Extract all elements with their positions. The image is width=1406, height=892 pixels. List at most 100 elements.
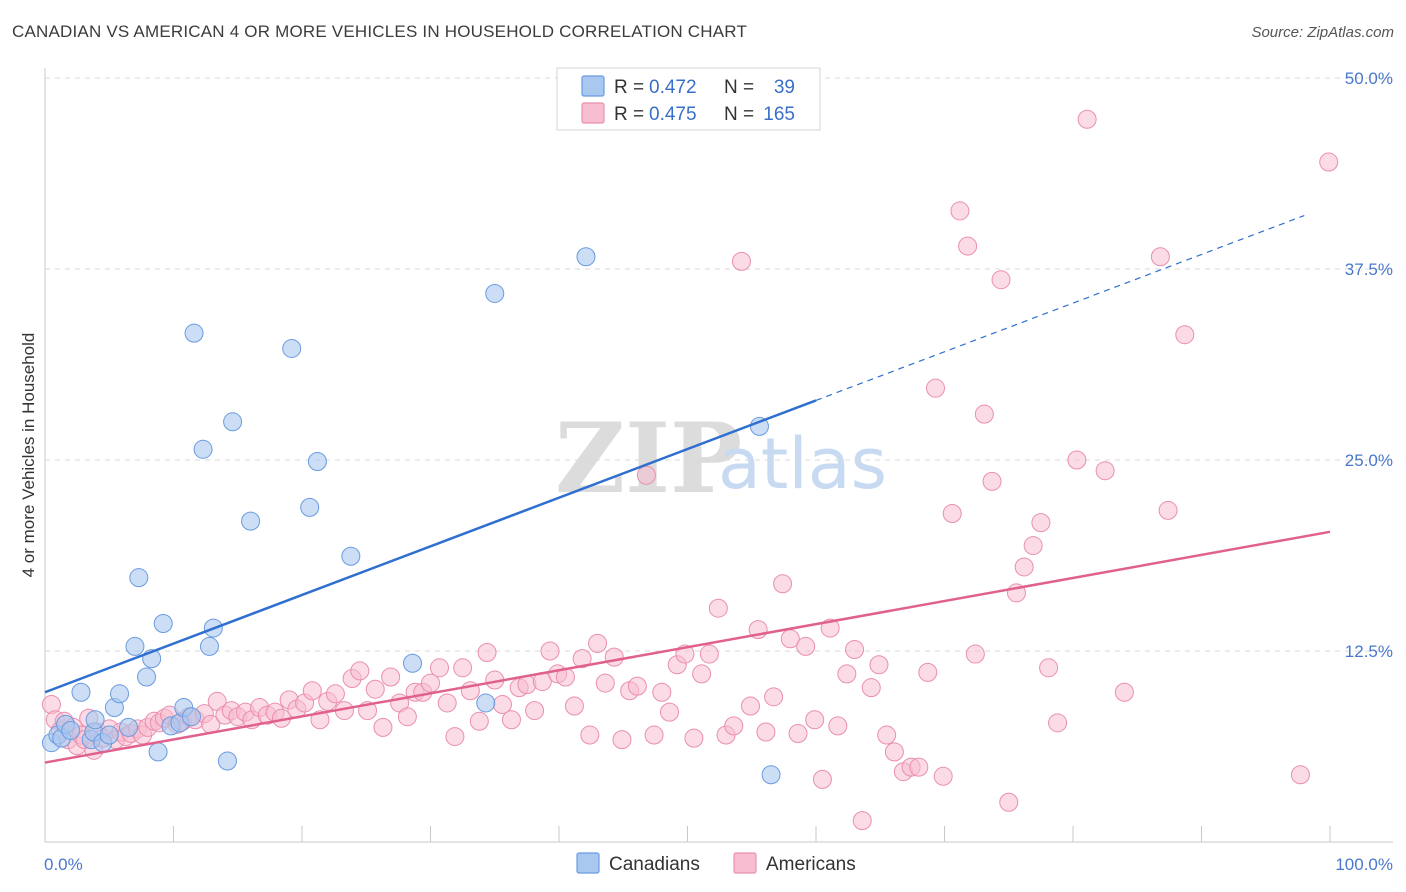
americans-point: [1067, 450, 1087, 470]
americans-point: [708, 598, 728, 618]
legend-n-value-americans: 165: [763, 104, 795, 125]
americans-point: [958, 236, 978, 256]
americans-point: [325, 684, 345, 704]
americans-point: [1095, 461, 1115, 481]
americans-point: [950, 201, 970, 221]
americans-point: [999, 792, 1019, 812]
legend-n-label-americans: N =: [724, 104, 754, 125]
canadians-point: [110, 684, 130, 704]
canadians-points: [41, 247, 781, 785]
americans-point: [805, 710, 825, 730]
canadians-point: [137, 667, 157, 687]
americans-point: [991, 270, 1011, 290]
americans-point: [699, 644, 719, 664]
americans-point: [1158, 500, 1178, 520]
legend-n-value-canadians: 39: [774, 77, 795, 98]
americans-point: [788, 724, 808, 744]
canadians-point: [476, 693, 496, 713]
y-axis-label: 4 or more Vehicles in Household: [19, 333, 38, 578]
bottom-legend-label-americans: Americans: [766, 854, 856, 875]
y-tick-labels: 12.5% 25.0% 37.5% 50.0%: [1345, 69, 1393, 661]
americans-point: [1150, 247, 1170, 267]
canadians-point: [217, 751, 237, 771]
americans-point: [828, 716, 848, 736]
americans-point: [437, 693, 457, 713]
americans-point: [350, 661, 370, 681]
watermark-zip: ZIP: [555, 402, 742, 515]
canadians-trend-extension: [815, 214, 1305, 401]
americans-point: [877, 725, 897, 745]
americans-point: [595, 673, 615, 693]
americans-point: [660, 702, 680, 722]
watermark: ZIP atlas: [555, 402, 887, 515]
y-tick-label: 12.5%: [1345, 642, 1393, 661]
chart-title: CANADIAN VS AMERICAN 4 OR MORE VEHICLES …: [12, 22, 748, 41]
americans-point: [965, 644, 985, 664]
americans-point: [373, 717, 393, 737]
americans-trend-line: [44, 530, 1331, 764]
series-legend: Canadians Americans: [576, 852, 856, 875]
canadians-point: [148, 742, 168, 762]
americans-point: [918, 662, 938, 682]
canadians-point: [125, 636, 145, 656]
americans-point: [477, 643, 497, 663]
americans-point: [861, 678, 881, 698]
americans-point: [1290, 765, 1310, 785]
americans-point: [796, 636, 816, 656]
legend-swatch-canadians: [581, 75, 605, 97]
americans-point: [845, 639, 865, 659]
americans-point: [381, 667, 401, 687]
americans-point: [764, 687, 784, 707]
canadians-trend-line: [44, 399, 817, 694]
americans-point: [572, 649, 592, 669]
americans-point: [1048, 713, 1068, 733]
canadians-point: [71, 682, 91, 702]
x-tick-label-max: 100.0%: [1335, 855, 1393, 874]
americans-point: [869, 655, 889, 675]
bottom-legend-swatch-americans: [733, 852, 757, 874]
canadians-point: [85, 710, 105, 730]
americans-point: [724, 716, 744, 736]
americans-point: [1077, 109, 1097, 129]
legend-r-value-americans: 0.475: [649, 104, 697, 125]
x-tick-label-min: 0.0%: [44, 855, 83, 874]
canadians-point: [341, 546, 361, 566]
americans-point: [636, 465, 656, 485]
canadians-point: [129, 568, 149, 588]
americans-point: [588, 633, 608, 653]
legend-swatch-americans: [581, 102, 605, 124]
legend-r-value-canadians: 0.472: [649, 77, 697, 98]
americans-point: [612, 730, 632, 750]
canadians-point: [576, 247, 596, 267]
americans-point: [812, 769, 832, 789]
americans-point: [1319, 152, 1339, 172]
americans-point: [884, 742, 904, 762]
canadians-point: [99, 725, 119, 745]
y-tick-label: 50.0%: [1345, 69, 1393, 88]
americans-point: [540, 641, 560, 661]
canadians-point: [485, 283, 505, 303]
canadians-point: [193, 439, 213, 459]
americans-point: [731, 251, 751, 271]
americans-point: [429, 658, 449, 678]
watermark-atlas: atlas: [718, 423, 887, 505]
y-tick-label: 25.0%: [1345, 451, 1393, 470]
canadians-point: [300, 497, 320, 517]
americans-point: [604, 647, 624, 667]
canadians-point: [403, 653, 423, 673]
americans-point: [684, 728, 704, 748]
source-credit: Source: ZipAtlas.com: [1251, 24, 1394, 41]
americans-point: [1023, 536, 1043, 556]
americans-point: [773, 574, 793, 594]
americans-point: [445, 727, 465, 747]
americans-point: [627, 676, 647, 696]
americans-point: [909, 757, 929, 777]
americans-point: [852, 811, 872, 831]
canadians-point: [282, 338, 302, 358]
americans-point: [1114, 682, 1134, 702]
canadians-point: [184, 323, 204, 343]
americans-point: [692, 664, 712, 684]
americans-point: [942, 503, 962, 523]
americans-point: [982, 471, 1002, 491]
